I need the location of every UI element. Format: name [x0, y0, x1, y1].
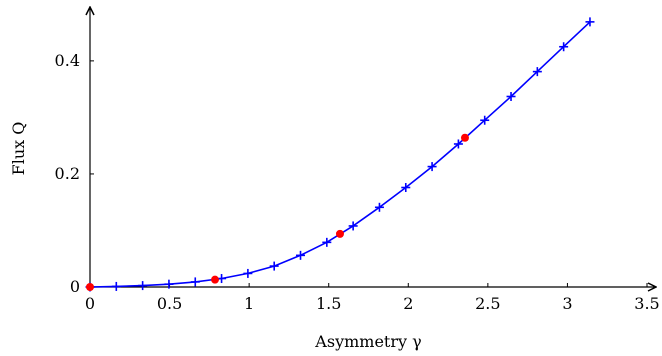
red-point	[86, 283, 94, 291]
x-tick-label: 0	[85, 294, 95, 313]
red-point	[460, 133, 469, 142]
red-point	[210, 275, 219, 284]
plus-marker	[480, 115, 490, 125]
x-tick-label: 0.5	[157, 294, 182, 313]
x-axis-label: Asymmetry γ	[314, 332, 421, 351]
x-tick-label: 3	[562, 294, 572, 313]
plus-marker	[322, 237, 332, 247]
y-tick-label: 0	[70, 277, 80, 296]
plus-marker	[427, 162, 437, 172]
plus-marker	[506, 91, 516, 101]
plus-marker	[243, 268, 253, 278]
series-line	[89, 21, 591, 288]
x-tick-label: 3.5	[634, 294, 659, 313]
plus-marker	[190, 277, 200, 287]
plus-marker	[164, 279, 174, 289]
axes	[90, 8, 655, 287]
ticks: 0 0.5 1 1.5 2 2.5 3 3.5 0 0.2 0.4	[55, 51, 660, 313]
x-tick-label: 2	[403, 294, 413, 313]
x-tick-label: 1	[244, 294, 254, 313]
plus-marker	[532, 67, 542, 77]
plus-marker	[585, 17, 595, 27]
y-tick-label: 0.2	[55, 164, 80, 183]
x-tick-label: 2.5	[475, 294, 500, 313]
x-tick-label: 1.5	[316, 294, 341, 313]
plus-marker	[453, 139, 463, 149]
plus-marker	[559, 42, 569, 52]
plus-marker	[269, 261, 279, 271]
plus-marker	[111, 281, 121, 291]
y-axis-label: Flux Q	[9, 122, 28, 176]
plus-marker	[138, 281, 148, 291]
red-point	[335, 229, 344, 238]
plus-marker	[348, 221, 358, 231]
plus-marker	[296, 250, 306, 260]
series-layer	[85, 17, 595, 292]
y-tick-label: 0.4	[55, 51, 80, 70]
plus-marker	[374, 202, 384, 212]
plus-marker	[401, 183, 411, 193]
